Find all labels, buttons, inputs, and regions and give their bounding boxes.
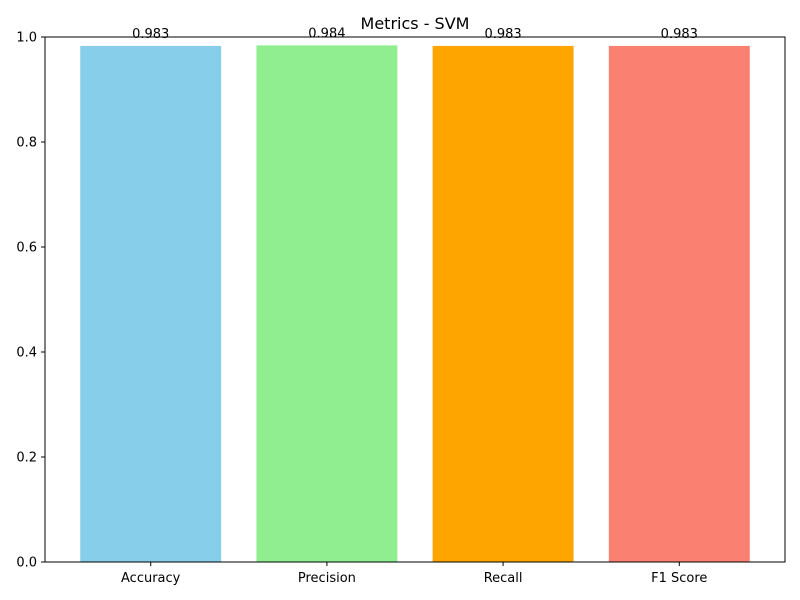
bar-recall xyxy=(432,45,574,563)
chart-title: Metrics - SVM xyxy=(361,14,470,33)
y-tick-label: 0.8 xyxy=(16,136,37,151)
y-tick-label: 0.2 xyxy=(16,451,37,466)
y-tick-label: 0.0 xyxy=(16,556,37,571)
bars-layer: 0.983 0.984 0.983 0.983 xyxy=(80,26,750,563)
x-tick-label: Accuracy xyxy=(121,571,181,586)
x-tick-label: F1 Score xyxy=(651,571,707,586)
bar-f1-score xyxy=(608,45,750,563)
y-tick-label: 0.6 xyxy=(16,241,37,256)
y-tick-label: 1.0 xyxy=(16,31,37,46)
data-label-accuracy: 0.983 xyxy=(132,27,169,42)
plot-frame xyxy=(44,36,786,563)
data-label-f1-score: 0.983 xyxy=(661,27,698,42)
x-tick-label: Recall xyxy=(484,571,523,586)
bar-accuracy xyxy=(80,45,222,563)
y-tick-label: 0.4 xyxy=(16,346,37,361)
data-label-recall: 0.983 xyxy=(484,27,521,42)
data-label-precision: 0.984 xyxy=(308,26,345,41)
axes-layer: Accuracy Precision Recall F1 Score 0.0 0.2 0.4… xyxy=(16,31,786,586)
bar-precision xyxy=(256,45,398,562)
x-tick-label: Precision xyxy=(298,571,356,586)
